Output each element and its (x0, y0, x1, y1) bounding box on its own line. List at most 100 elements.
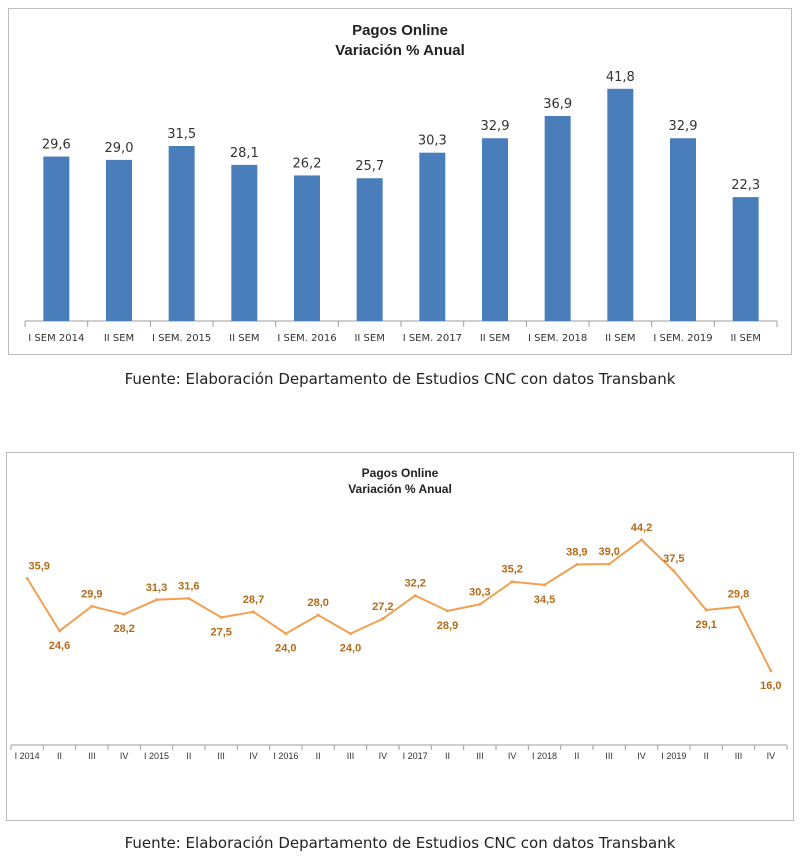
line-value-label-6: 27,5 (210, 626, 231, 638)
bar-tick-label-11: II SEM (730, 333, 760, 344)
line-tick-label-3: IV (120, 751, 129, 761)
line-tick-label-20: I 2019 (661, 751, 686, 761)
bar-tick-label-4: I SEM. 2016 (277, 333, 336, 344)
line-point-2 (90, 604, 94, 608)
line-chart-title: Pagos Online Variación % Anual (7, 465, 793, 497)
line-tick-label-1: II (57, 751, 62, 761)
line-value-label-19: 44,2 (631, 522, 652, 534)
line-chart-panel: Pagos Online Variación % Anual 35,9 I 201… (6, 452, 794, 821)
bar-value-label-3: 28,1 (230, 146, 259, 161)
bar-tick-label-5: II SEM (354, 333, 384, 344)
line-tick-label-8: I 2016 (273, 751, 298, 761)
line-point-7 (252, 610, 255, 614)
line-point-19 (640, 538, 643, 542)
line-point-0 (25, 576, 29, 580)
line-tick-label-23: IV (767, 751, 776, 761)
line-value-label-4: 31,3 (146, 582, 167, 594)
bar-tick-label-0: I SEM 2014 (28, 333, 84, 344)
line-value-label-5: 31,6 (178, 580, 199, 592)
bar-0 (43, 156, 70, 321)
bar-tick-label-8: I SEM. 2018 (528, 333, 587, 344)
line-point-11 (381, 617, 385, 621)
line-value-label-16: 34,5 (534, 594, 555, 606)
line-point-5 (187, 596, 191, 600)
line-tick-label-18: III (605, 751, 613, 761)
bar-value-label-10: 32,9 (669, 119, 698, 134)
bar-tick-label-6: I SEM. 2017 (403, 333, 462, 344)
line-tick-label-13: II (445, 751, 450, 761)
line-chart-caption: Fuente: Elaboración Departamento de Estu… (124, 834, 676, 852)
line-tick-label-19: IV (637, 751, 646, 761)
line-chart-svg: 35,9 I 2014 24,6 II 29,9 III 28,2 IV 31,3 I 2015 3… (10, 522, 788, 761)
line-tick-label-4: I 2015 (144, 751, 169, 761)
line-value-label-18: 39,0 (598, 546, 619, 558)
line-point-10 (349, 632, 352, 636)
line-value-label-15: 35,2 (501, 564, 522, 576)
bar-chart-title: Pagos Online Variación % Anual (9, 21, 791, 61)
line-value-label-1: 24,6 (49, 640, 70, 652)
bar-value-label-4: 26,2 (293, 156, 322, 171)
bar-7 (482, 138, 508, 321)
line-point-3 (122, 612, 126, 616)
bar-10 (670, 138, 696, 321)
line-tick-label-22: III (735, 751, 743, 761)
bar-8 (544, 116, 571, 321)
line-value-label-2: 29,9 (81, 588, 102, 600)
bar-tick-label-2: I SEM. 2015 (152, 333, 211, 344)
line-value-label-22: 29,8 (728, 589, 749, 601)
line-point-20 (672, 569, 676, 573)
bar-5 (356, 178, 383, 321)
line-point-16 (543, 583, 546, 587)
bar-value-label-1: 29,0 (105, 141, 134, 156)
line-point-22 (737, 605, 740, 609)
line-value-label-7: 28,7 (243, 594, 264, 606)
line-tick-label-0: I 2014 (15, 751, 40, 761)
line-point-23 (769, 669, 773, 673)
line-value-label-3: 28,2 (113, 623, 134, 635)
line-point-13 (446, 609, 449, 613)
line-point-8 (284, 632, 288, 636)
line-value-label-0: 35,9 (28, 560, 49, 572)
line-value-label-14: 30,3 (469, 586, 490, 598)
line-point-15 (510, 580, 514, 584)
bar-9 (607, 88, 634, 322)
line-tick-label-5: II (186, 751, 191, 761)
line-tick-label-6: III (217, 751, 225, 761)
line-point-18 (607, 562, 611, 566)
bar-value-label-5: 25,7 (355, 159, 384, 174)
line-value-label-11: 27,2 (372, 601, 393, 613)
bar-1 (106, 159, 132, 321)
line-point-6 (219, 615, 223, 619)
bar-tick-label-9: II SEM (605, 333, 635, 344)
line-tick-label-9: II (316, 751, 321, 761)
bar-value-label-11: 22,3 (731, 178, 760, 193)
line-tick-label-2: III (88, 751, 96, 761)
line-tick-label-11: IV (379, 751, 388, 761)
line-point-21 (704, 608, 708, 612)
bar-3 (231, 164, 258, 321)
bar-6 (419, 152, 446, 321)
line-point-14 (478, 602, 482, 606)
bar-value-label-6: 30,3 (418, 134, 447, 149)
bar-4 (294, 175, 320, 321)
line-point-9 (316, 613, 320, 617)
line-chart-subtitle: Variación % Anual (348, 482, 452, 496)
bar-11 (732, 197, 759, 321)
line-tick-label-16: I 2018 (532, 751, 557, 761)
line-value-label-23: 16,0 (760, 680, 781, 692)
bar-chart-caption: Fuente: Elaboración Departamento de Estu… (124, 370, 676, 388)
line-point-12 (413, 594, 417, 598)
line-chart-title-main: Pagos Online (361, 466, 439, 480)
line-value-label-13: 28,9 (437, 620, 458, 632)
bar-tick-label-7: II SEM (480, 333, 510, 344)
line-tick-label-10: III (347, 751, 355, 761)
line-value-label-20: 37,5 (663, 553, 684, 565)
line-tick-label-12: I 2017 (403, 751, 428, 761)
line-tick-label-15: IV (508, 751, 517, 761)
line-point-1 (58, 629, 61, 633)
line-value-label-21: 29,1 (695, 619, 716, 631)
bar-tick-label-3: II SEM (229, 333, 259, 344)
bar-chart-svg: 29,6 I SEM 2014 29,0 II SEM 31,5 I SEM. 2015 2… (24, 70, 778, 344)
line-point-17 (575, 563, 579, 567)
bar-value-label-7: 32,9 (481, 119, 510, 134)
